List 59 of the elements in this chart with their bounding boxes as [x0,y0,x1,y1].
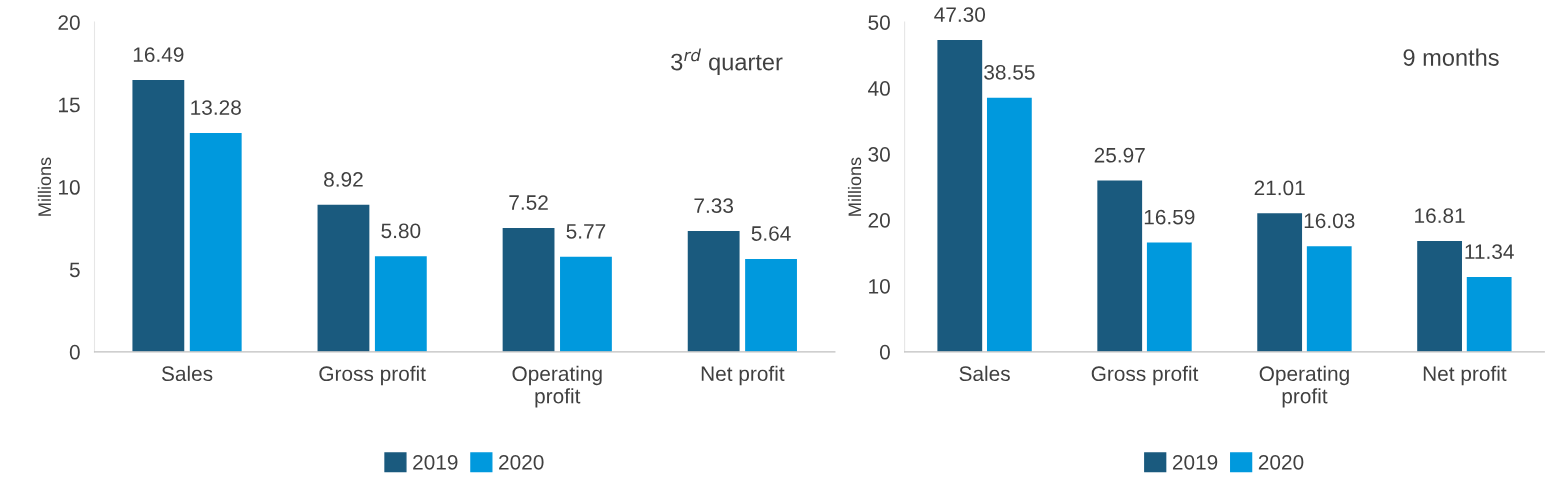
legend-label: 2020 [499,454,544,470]
x-tick-label: Net profit [1423,365,1507,386]
y-tick-label: 5 [69,262,80,278]
legend-label: 2019 [1172,454,1218,470]
bar [502,227,555,352]
bar [132,80,185,352]
data-label: 11.34 [1465,244,1514,260]
data-label: 13.28 [191,100,241,115]
x-tick-label: Sales [959,365,1010,382]
bar [986,97,1032,352]
x-tick-label: Sales [161,365,213,382]
data-label: 25.97 [1094,147,1145,163]
bar [317,204,370,352]
annotation: 9 months [1403,48,1499,66]
bar [1097,180,1143,352]
data-label: 5.64 [751,226,791,241]
bar [937,39,983,352]
data-label: 38.55 [984,64,1035,80]
y-tick-label: 20 [58,15,80,30]
x-tick-label: Gross profit [319,365,426,386]
y-axis-title: Millions [37,157,52,216]
y-tick-label: 10 [869,278,890,294]
data-label: 16.81 [1415,208,1465,224]
bar [1257,213,1303,352]
data-label: 5.77 [566,224,606,239]
y-tick-label: 15 [59,97,80,113]
bar [687,231,740,352]
data-label: 7.33 [694,198,734,214]
bar [189,132,242,352]
data-label: 47.30 [934,7,986,22]
data-label: 5.80 [381,223,421,239]
annotation: 3$^{rd}$ quarter [671,48,783,76]
legend-label: 2020 [1258,454,1304,470]
y-tick-label: 0 [69,344,80,360]
y-tick-label: 20 [868,212,890,228]
data-label: 8.92 [324,172,363,187]
data-label: 7.52 [509,195,548,210]
bar [1146,242,1192,352]
y-tick-label: 40 [868,81,890,96]
x-tick-label: Operating profit [1259,365,1349,408]
y-tick-label: 50 [868,15,890,30]
bar [374,256,427,352]
bar [1466,277,1512,352]
y-axis-title: Millions [847,157,862,216]
bar [560,256,612,352]
legend-label: 2019 [413,454,458,470]
y-tick-label: 10 [59,180,80,195]
data-label: 16.03 [1304,213,1355,229]
y-tick-label: 30 [868,147,890,162]
x-tick-label: Gross profit [1091,365,1199,386]
data-label: 16.49 [133,47,184,63]
y-tick-label: 0 [879,344,890,360]
bar [745,258,797,352]
bar [1417,241,1462,352]
data-label: 16.59 [1144,209,1195,225]
data-label: 21.01 [1254,180,1305,196]
bar [1306,246,1352,352]
x-tick-label: Net profit [701,365,785,386]
x-tick-label: Operating profit [512,365,602,408]
